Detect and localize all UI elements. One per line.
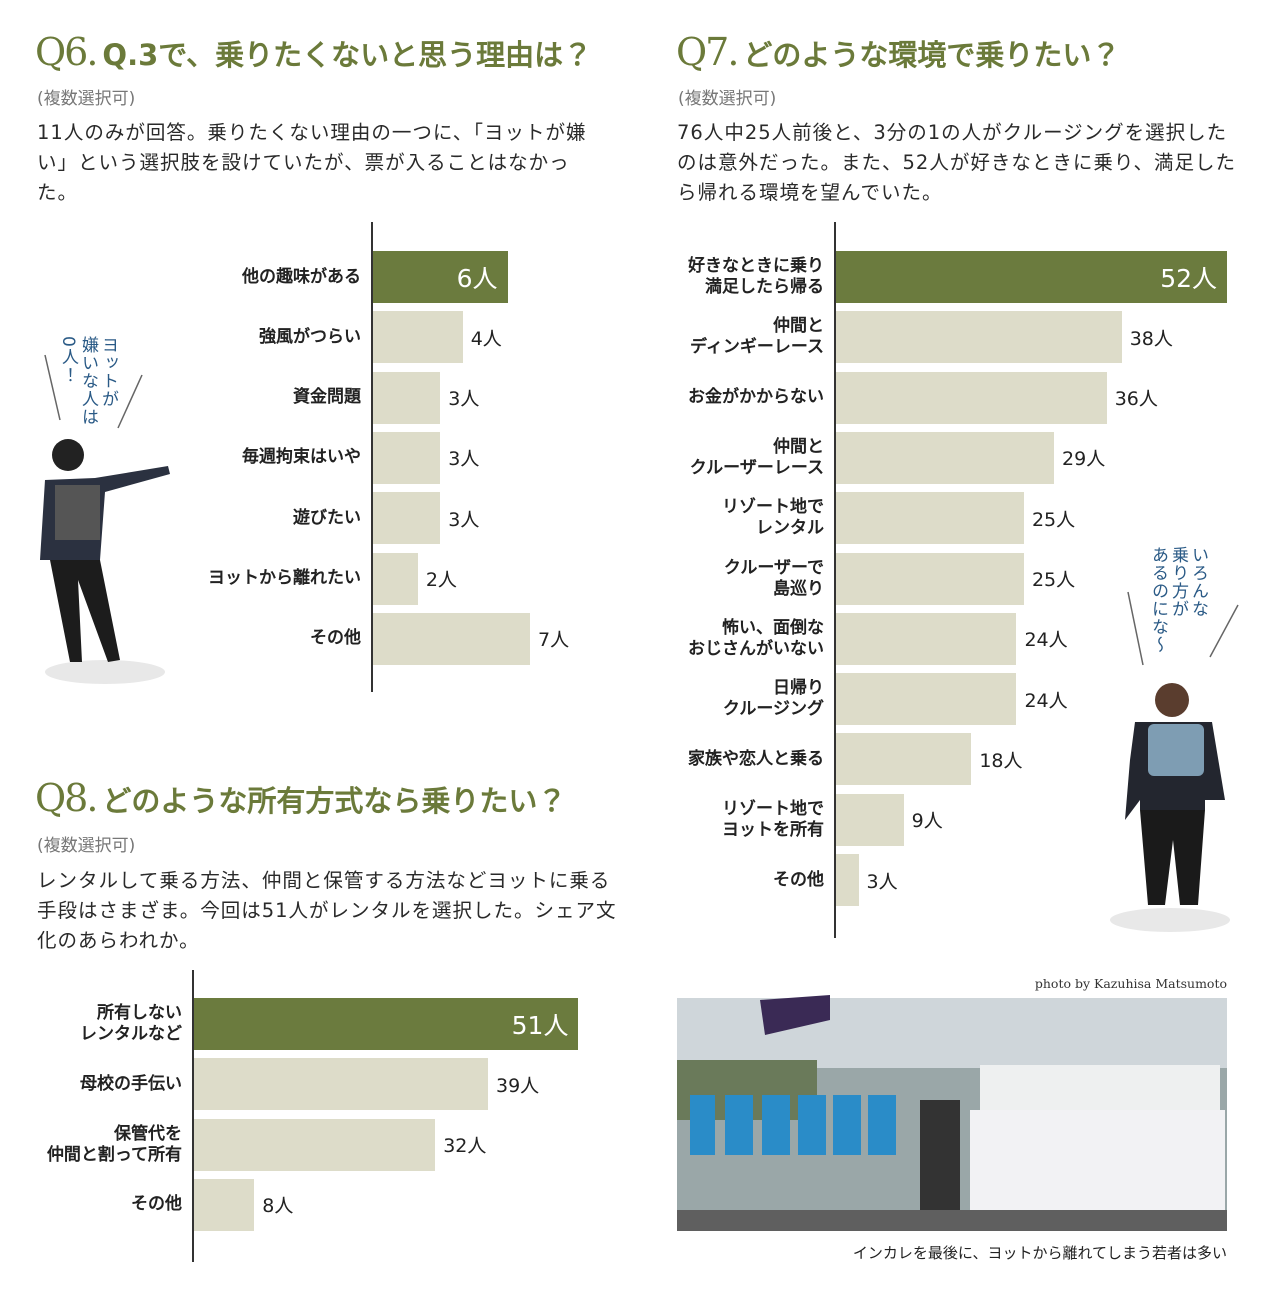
category-label: 所有しない レンタルなど <box>80 1003 182 1044</box>
value-label: 32人 <box>443 1135 487 1158</box>
value-label: 2人 <box>425 569 457 591</box>
bubble-stroke <box>1127 591 1144 666</box>
axis-line <box>834 222 836 938</box>
value-label: 3人 <box>448 388 480 411</box>
category-label: 資金問題 <box>293 387 361 408</box>
bubble-stroke <box>1209 604 1239 658</box>
bubble-stroke <box>44 354 61 421</box>
photo-credit: photo by Kazuhisa Matsumoto <box>1034 976 1227 991</box>
category-label: 強風がつらい <box>259 326 361 347</box>
person-photo <box>40 439 170 684</box>
value-label: 51人 <box>511 1011 569 1040</box>
person-photo <box>1110 683 1230 932</box>
value-label: 3人 <box>448 508 480 531</box>
bar <box>373 552 418 605</box>
photo-caption: インカレを最後に、ヨットから離れてしまう若者は多い <box>852 1244 1227 1262</box>
bar <box>836 673 1017 726</box>
event-photo <box>677 995 1227 1231</box>
category-label: リゾート地で ヨットを所有 <box>722 798 824 840</box>
bar <box>194 1118 436 1171</box>
value-label: 24人 <box>1024 629 1068 652</box>
category-label: 家族や恋人と乗る <box>688 748 824 769</box>
bar <box>836 431 1055 484</box>
q6-annotation: ヨットが 嫌いな人は 0人！ <box>58 336 118 426</box>
q6-description: 11人のみが回答。乗りたくない理由の一つに、「ヨットが嫌い」という選択肢を設けて… <box>37 121 587 204</box>
value-label: 25人 <box>1031 569 1076 591</box>
value-label: 25人 <box>1031 508 1076 531</box>
q6-number: Q6. <box>35 30 98 74</box>
category-label: その他 <box>310 628 361 649</box>
q6-title-text: Q.3で、乗りたくないと思う理由は？ <box>102 38 593 72</box>
value-label: 18人 <box>979 749 1023 772</box>
bar <box>194 998 579 1050</box>
category-label: 日帰り クルージング <box>722 678 824 720</box>
axis-line <box>371 222 373 692</box>
bar <box>836 793 904 846</box>
value-label: 6人 <box>456 264 498 293</box>
category-label: 毎週拘束はいや <box>242 447 361 468</box>
bar <box>836 854 859 906</box>
bar <box>836 733 972 786</box>
category-label: 仲間と ディンギーレース <box>690 316 824 358</box>
q7-annotation: いろんな 乗り方が あるのにな〜 <box>1148 546 1208 654</box>
q7-subtitle: (複数選択可) <box>678 89 777 109</box>
category-label: お金がかからない <box>688 387 824 408</box>
bar <box>373 311 463 364</box>
category-label: 他の趣味がある <box>242 266 361 287</box>
value-label: 52人 <box>1160 264 1217 293</box>
q7-title-text: どのような環境で乗りたい？ <box>743 38 1121 72</box>
value-label: 3人 <box>866 870 898 893</box>
category-label: 保管代を 仲間と割って所有 <box>46 1123 182 1165</box>
q8-title-text: どのような所有方式なら乗りたい？ <box>102 784 567 818</box>
category-label: その他 <box>773 869 824 890</box>
q8-subtitle: (複数選択可) <box>37 836 136 856</box>
bar <box>373 492 441 545</box>
category-label: 仲間と クルーザーレース <box>689 436 824 478</box>
category-label: ヨットから離れたい <box>208 568 361 588</box>
q8-description: レンタルして乗る方法、仲間と保管する方法などヨットに乗る手段はさまざま。今回は5… <box>37 869 617 952</box>
bar <box>836 251 1227 303</box>
category-label: 怖い、面倒な おじさんがいない <box>688 617 824 659</box>
q6-title: Q6. Q.3で、乗りたくないと思う理由は？ <box>35 30 592 74</box>
q7-title: Q7. どのような環境で乗りたい？ <box>676 30 1120 74</box>
bar <box>373 251 508 303</box>
category-label: リゾート地で レンタル <box>722 497 824 539</box>
axis-line <box>192 970 194 1262</box>
value-label: 24人 <box>1024 689 1068 712</box>
bar <box>194 1058 488 1111</box>
q8-title: Q8. どのような所有方式なら乗りたい？ <box>35 776 566 820</box>
value-label: 9人 <box>911 810 943 833</box>
value-label: 39人 <box>496 1074 540 1097</box>
value-label: 29人 <box>1062 448 1106 471</box>
value-label: 4人 <box>470 327 502 350</box>
category-label: 遊びたい <box>293 507 361 528</box>
category-label: 好きなときに乗り 満足したら帰る <box>688 256 824 297</box>
bar <box>836 552 1024 605</box>
value-label: 3人 <box>448 448 480 471</box>
category-label: クルーザーで 島巡り <box>723 557 824 599</box>
value-label: 36人 <box>1114 388 1158 411</box>
bar <box>373 431 441 484</box>
value-label: 7人 <box>538 629 570 652</box>
category-label: その他 <box>131 1194 182 1215</box>
bar <box>836 612 1017 665</box>
bar <box>373 612 530 665</box>
bar <box>836 371 1107 424</box>
value-label: 38人 <box>1129 327 1173 350</box>
bar <box>194 1178 255 1231</box>
bar <box>836 492 1024 545</box>
category-label: 母校の手伝い <box>80 1073 182 1094</box>
bar <box>373 371 441 424</box>
bubble-stroke <box>117 374 143 429</box>
q6-subtitle: (複数選択可) <box>37 89 136 109</box>
q8-number: Q8. <box>35 776 98 820</box>
bar <box>836 311 1122 364</box>
value-label: 8人 <box>262 1195 294 1218</box>
q7-description: 76人中25人前後と、3分の1の人がクルージングを選択したのは意外だった。また、… <box>677 121 1237 204</box>
q7-number: Q7. <box>676 30 739 74</box>
